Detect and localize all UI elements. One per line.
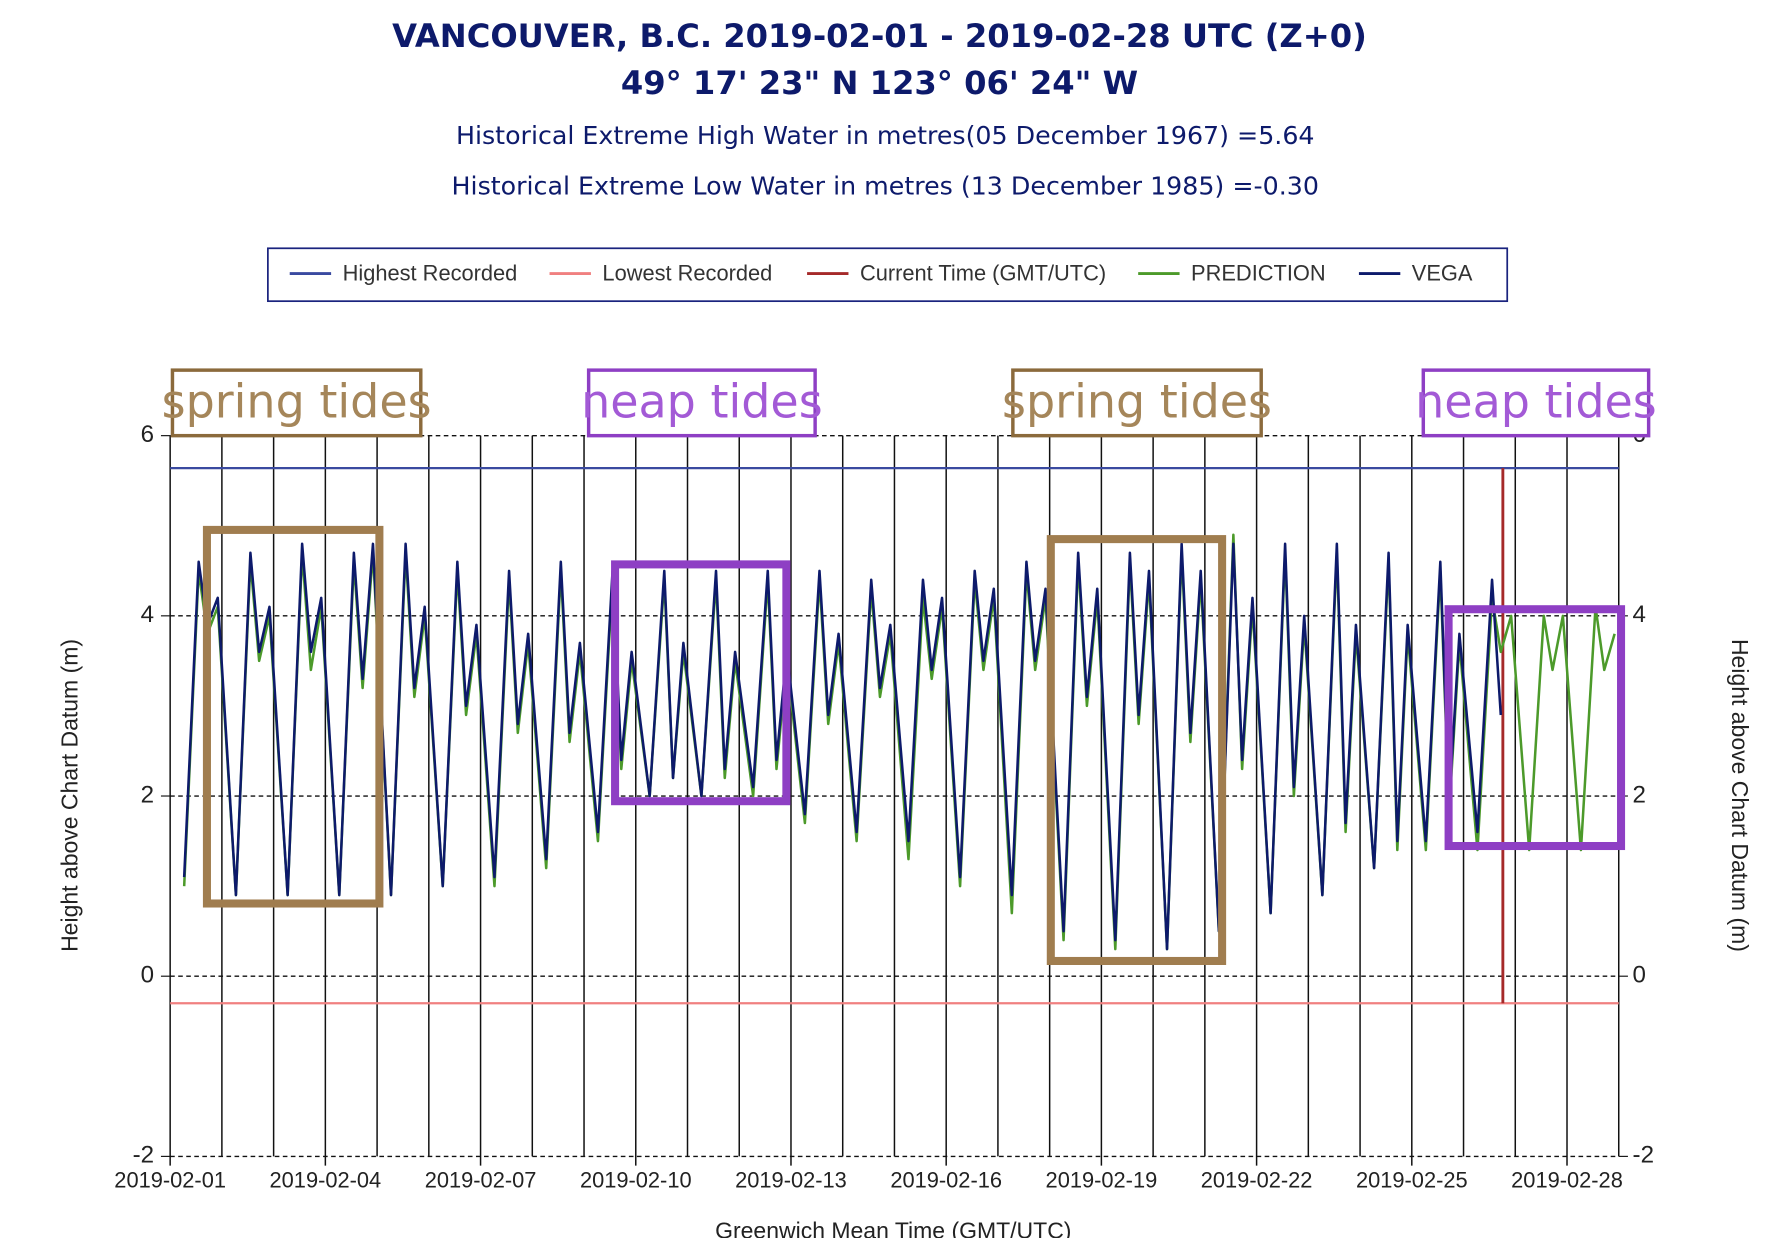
- x-tick-label: 2019-02-22: [1201, 1167, 1313, 1192]
- chart-title: VANCOUVER, B.C. 2019-02-01 - 2019-02-28 …: [392, 17, 1367, 55]
- y-tick-label: 6: [141, 421, 154, 448]
- y2-tick-label: 0: [1633, 962, 1646, 989]
- annotation-box: [1444, 605, 1626, 851]
- y2-tick-label: -2: [1633, 1142, 1654, 1169]
- y-tick-label: 2: [141, 781, 154, 808]
- legend-label: Highest Recorded: [343, 260, 518, 285]
- chart-subtitle: 49° 17' 23" N 123° 06' 24" W: [621, 64, 1138, 102]
- y-tick-label: 4: [141, 601, 154, 628]
- x-tick-label: 2019-02-25: [1356, 1167, 1468, 1192]
- x-tick-label: 2019-02-16: [890, 1167, 1002, 1192]
- x-tick-label: 2019-02-10: [580, 1167, 692, 1192]
- annotation-label-box: [1421, 368, 1651, 438]
- x-tick-label: 2019-02-28: [1511, 1167, 1623, 1192]
- annotation-label-box: [170, 368, 423, 438]
- annotation-box: [611, 560, 791, 806]
- legend-label: Current Time (GMT/UTC): [860, 260, 1106, 285]
- x-tick-label: 2019-02-13: [735, 1167, 847, 1192]
- y-tick-label: -2: [133, 1142, 154, 1169]
- y2-tick-label: 2: [1633, 781, 1646, 808]
- y-tick-label: 0: [141, 962, 154, 989]
- x-tick-label: 2019-02-07: [425, 1167, 537, 1192]
- x-axis-label: Greenwich Mean Time (GMT/UTC): [715, 1217, 1071, 1238]
- line-series: [182, 542, 1503, 951]
- x-tick-label: 2019-02-01: [114, 1167, 226, 1192]
- legend-label: Lowest Recorded: [602, 260, 772, 285]
- note: Historical Extreme High Water in metres(…: [456, 121, 1315, 150]
- annotation-box: [1046, 535, 1227, 965]
- annotation-label: spring tides: [1002, 375, 1272, 429]
- annotation-label-box: [1011, 368, 1263, 438]
- annotation-label: spring tides: [162, 375, 432, 429]
- x-tick-label: 2019-02-19: [1046, 1167, 1158, 1192]
- annotation-box: [202, 525, 384, 908]
- y2-axis-label: Height above Chart Datum (m): [1727, 639, 1753, 952]
- note: Historical Extreme Low Water in metres (…: [452, 171, 1319, 200]
- legend-label: PREDICTION: [1191, 260, 1326, 285]
- legend-label: VEGA: [1412, 260, 1473, 285]
- legend-box: [267, 247, 1509, 303]
- annotation-label: neap tides: [581, 375, 823, 429]
- annotation-label-box: [586, 368, 817, 438]
- y2-tick-label: 4: [1633, 601, 1646, 628]
- annotation-label: neap tides: [1415, 375, 1657, 429]
- x-tick-label: 2019-02-04: [270, 1167, 382, 1192]
- y-axis-label: Height above Chart Datum (m): [56, 639, 82, 952]
